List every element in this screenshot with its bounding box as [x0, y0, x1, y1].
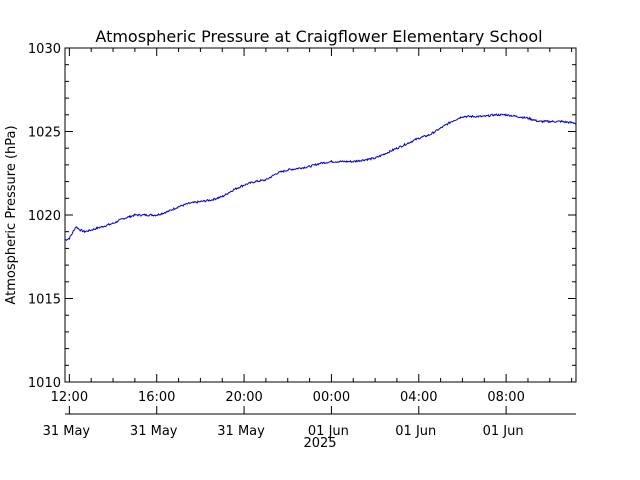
- x-tick-label-time: 00:00: [313, 390, 350, 405]
- x-tick-label-date: 31 May: [43, 424, 91, 439]
- x-tick-label-date: 31 May: [130, 424, 178, 439]
- y-tick-label: 1025: [28, 126, 61, 141]
- chart-title: Atmospheric Pressure at Craigflower Elem…: [95, 27, 542, 46]
- y-axis: 1010 1015 1020 1025 1030: [28, 42, 576, 391]
- x-tick-label-date: 01 Jun: [395, 424, 436, 439]
- pressure-series-line: [64, 113, 577, 241]
- y-axis-label: Atmospheric Pressure (hPa): [4, 125, 19, 304]
- x-tick-label-time: 16:00: [138, 390, 175, 405]
- x-tick-label-time: 12:00: [51, 390, 88, 405]
- x-tick-label-date: 31 May: [217, 424, 265, 439]
- x-tick-label-time: 04:00: [400, 390, 437, 405]
- y-tick-label: 1010: [28, 376, 61, 391]
- y-tick-label: 1020: [28, 209, 61, 224]
- x-axis: 12:00 31 May 16:00 31 May 20:00 31 May 00:00 01…: [43, 48, 573, 439]
- x-tick-label-time: 08:00: [487, 390, 524, 405]
- x-axis-label: 2025: [303, 436, 336, 451]
- y-tick-label: 1030: [28, 42, 61, 57]
- y-tick-label: 1015: [28, 293, 61, 308]
- x-tick-label-date: 01 Jun: [308, 424, 349, 439]
- x-tick-label-date: 01 Jun: [483, 424, 524, 439]
- x-tick-label-time: 20:00: [225, 390, 262, 405]
